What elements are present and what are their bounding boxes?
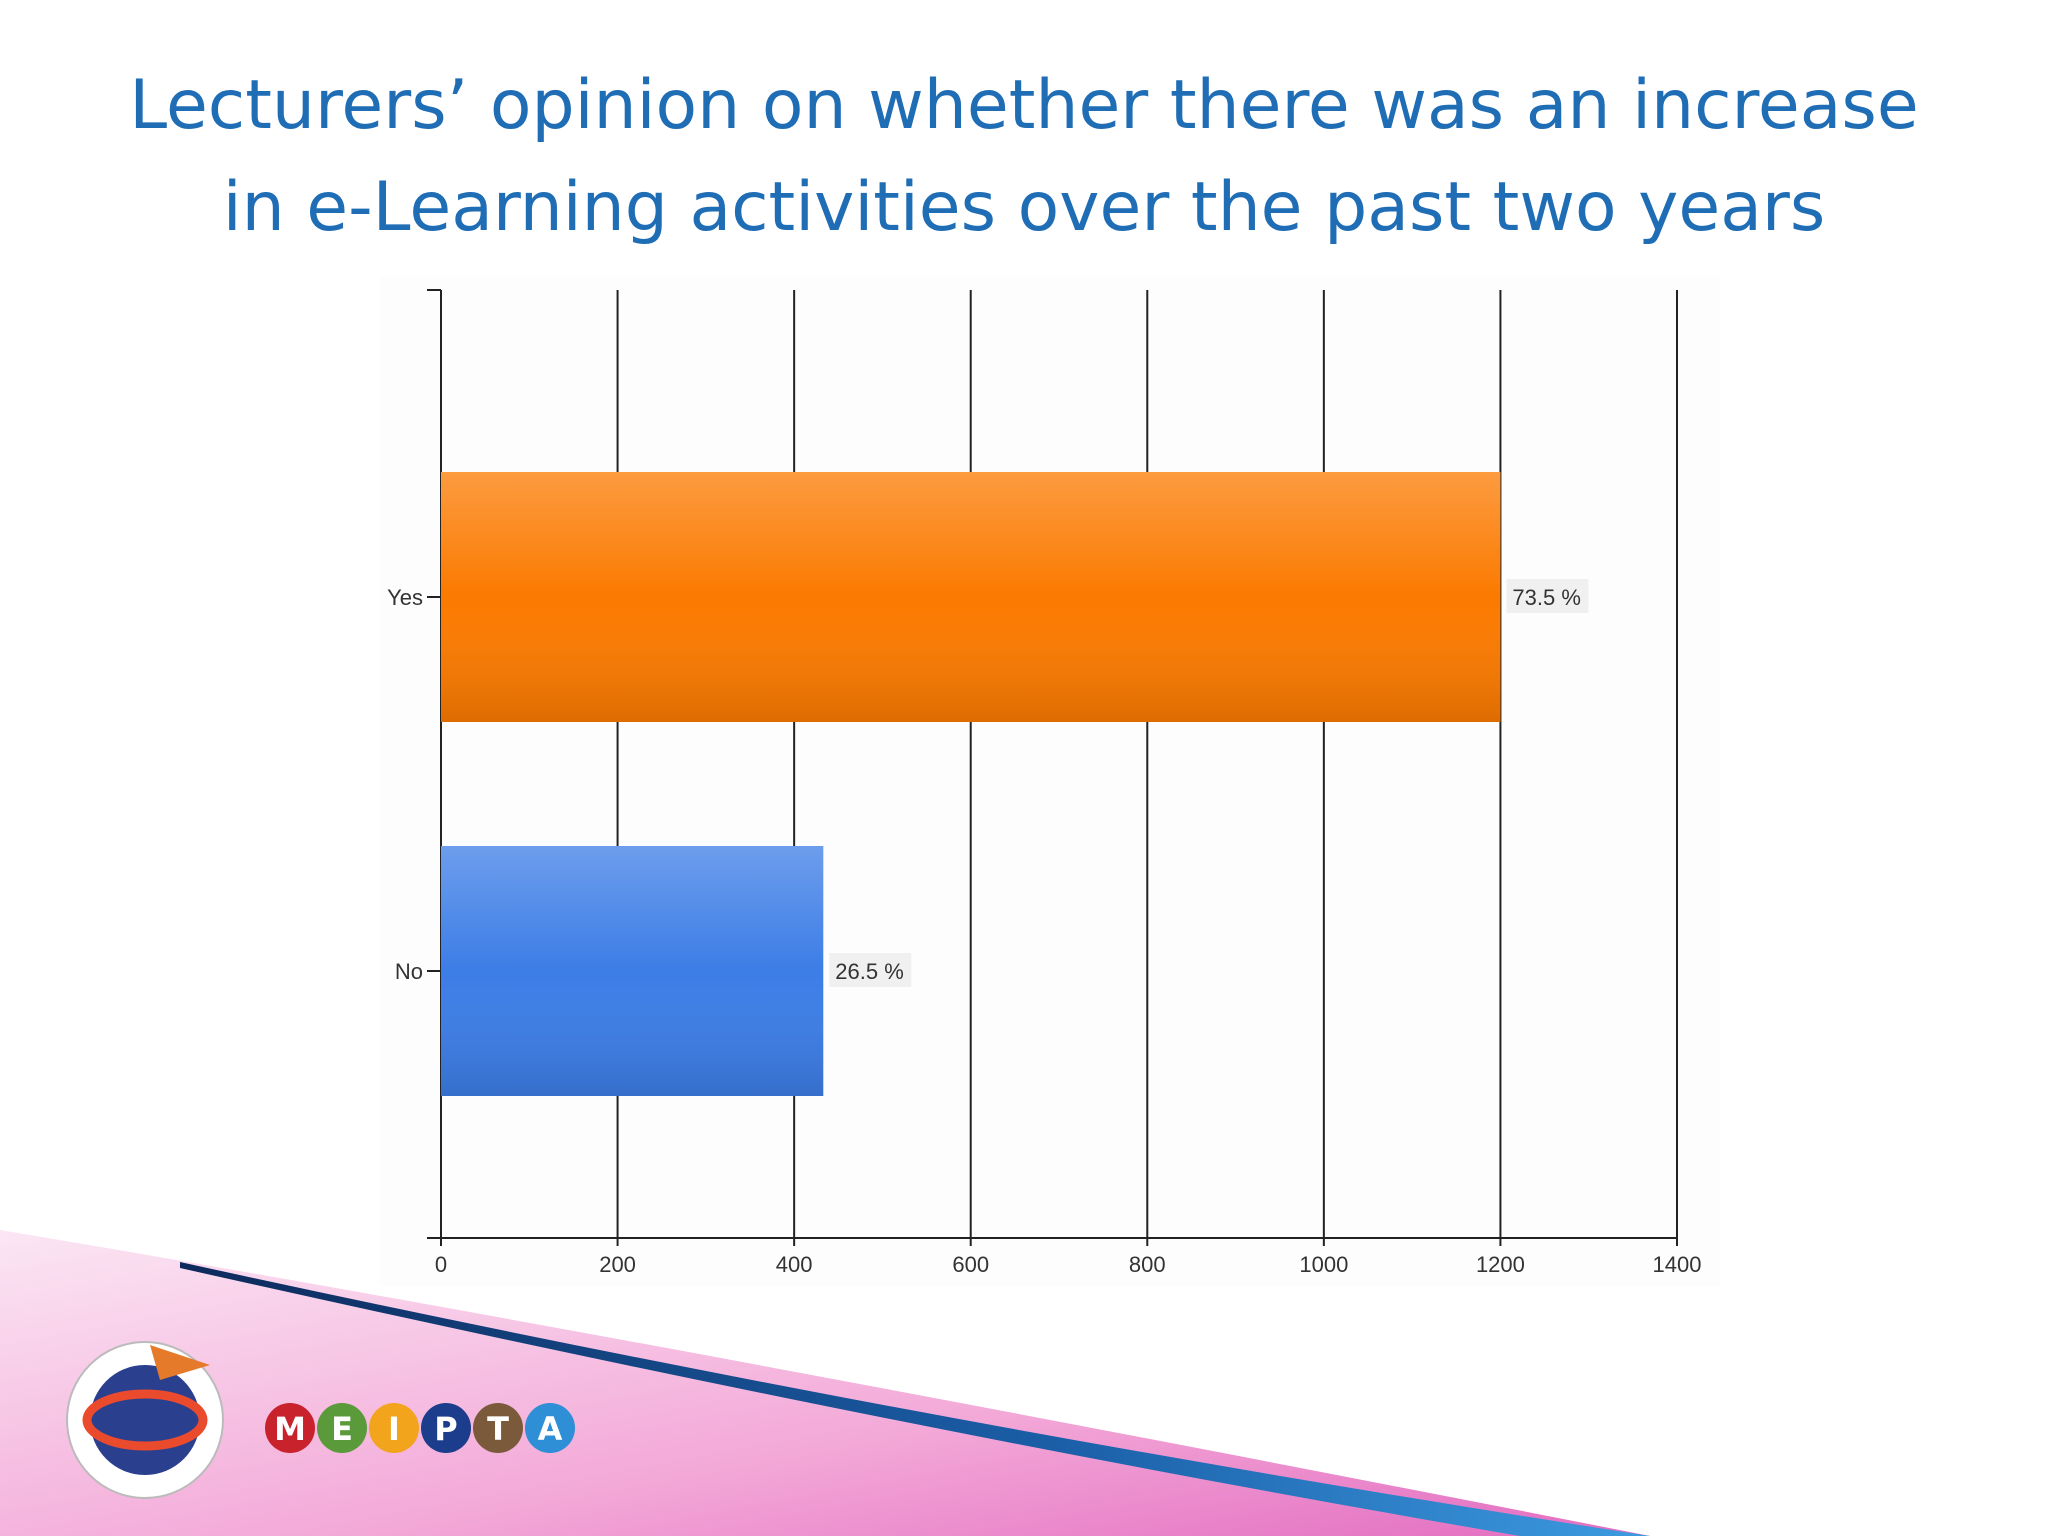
logo-letter-circle [421, 1403, 471, 1453]
logo-letter: M [274, 1410, 306, 1448]
data-label-bg [1506, 579, 1589, 613]
logo-letter-circle [473, 1403, 523, 1453]
bar-shade [441, 472, 1501, 722]
x-tick-label: 600 [952, 1252, 989, 1277]
logo-letter: P [434, 1410, 457, 1448]
logo-letter: I [388, 1410, 400, 1448]
background-pink [0, 1230, 1650, 1536]
data-label: 73.5 % [1512, 585, 1581, 610]
chart: 0 200 400 600 800 1000 1200 1400 Yes 73.5 % No 26.5… [387, 289, 1702, 1277]
data-label-bg [829, 953, 912, 987]
logo-letter: T [487, 1410, 509, 1448]
y-tick-label: No [395, 959, 423, 984]
y-tick-label: Yes [387, 585, 423, 610]
plot-background [380, 276, 1720, 1286]
x-tick-label: 1400 [1653, 1252, 1702, 1277]
logo-globe [66, 1341, 224, 1499]
x-tick-label: 1000 [1299, 1252, 1348, 1277]
chart-title: Lecturers’ opinion on whether there was … [129, 66, 1918, 145]
logo-letter: A [538, 1410, 563, 1448]
chart-title: in e-Learning activities over the past t… [223, 168, 1826, 247]
x-tick-label: 200 [599, 1252, 636, 1277]
x-tick-label: 400 [776, 1252, 813, 1277]
bar-shade [441, 846, 824, 1096]
x-tick-label: 800 [1129, 1252, 1166, 1277]
x-tick-label: 1200 [1476, 1252, 1525, 1277]
logo-letter-circle [525, 1403, 575, 1453]
logo-letter-circle [369, 1403, 419, 1453]
logo-letter: E [331, 1410, 353, 1448]
logo-letter-circle [265, 1403, 315, 1453]
x-tick-label: 0 [435, 1252, 447, 1277]
data-label: 26.5 % [835, 959, 904, 984]
logo-letter-circle [317, 1403, 367, 1453]
